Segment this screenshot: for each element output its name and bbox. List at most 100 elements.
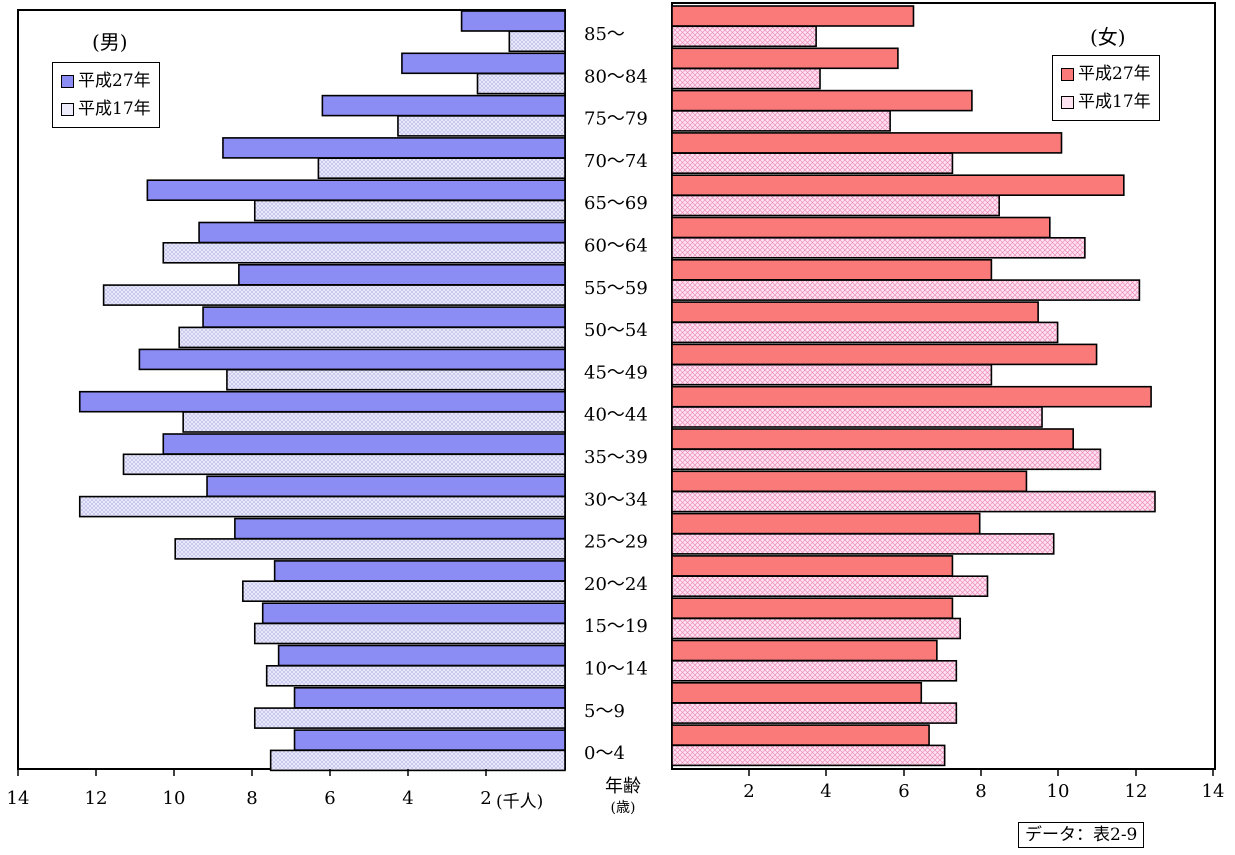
bar-female-h17 [671, 659, 958, 682]
male-x-tick-label: 14 [7, 788, 30, 809]
bar-female-h27 [671, 470, 1028, 493]
bar-male-h27 [206, 475, 566, 498]
age-group-label: 45～49 [584, 362, 648, 383]
bar-male-h27 [138, 348, 566, 371]
bar-female-h17 [671, 490, 1156, 513]
bar-female-h27 [671, 639, 938, 662]
bar-female-h17 [671, 279, 1141, 301]
female-x-tick-label: 14 [1202, 781, 1225, 802]
age-group-label: 60～64 [584, 236, 648, 257]
bar-female-h27 [671, 555, 954, 577]
age-group-labels: 85～ 80～84 75～79 70～74 65～69 60～64 55～59 50～54 45… [584, 24, 648, 764]
age-group-label: 50～54 [584, 320, 648, 341]
legend-item-male-h17: 平成17年 [61, 95, 151, 123]
bar-male-h17 [182, 411, 566, 433]
age-group-label: 85～ [584, 24, 625, 45]
bar-female-h17 [671, 744, 946, 767]
bar-male-h17 [508, 30, 566, 53]
bar-female-h27 [671, 132, 1063, 154]
age-group-label: 15～19 [584, 616, 648, 637]
age-group-label: 10～14 [584, 659, 648, 680]
age-group-label: 65～69 [584, 193, 648, 214]
bar-male-h17 [317, 157, 566, 179]
bar-male-h17 [253, 199, 566, 222]
male-x-tick-label: 6 [324, 788, 335, 809]
bar-female-h27 [671, 597, 954, 620]
legend-swatch-male-h27 [61, 74, 74, 88]
legend-label-female-h17: 平成17年 [1078, 92, 1151, 112]
bar-female-h27 [671, 724, 930, 746]
bar-female-h17 [671, 67, 821, 90]
age-group-label: 70～74 [584, 151, 648, 172]
age-axis-unit: (歳) [610, 800, 636, 816]
male-legend: 平成27年 平成17年 [52, 62, 160, 128]
female-x-axis: 2 4 6 8 10 12 14 [743, 769, 1224, 802]
bar-male-h27 [293, 729, 566, 751]
bar-male-h17 [178, 326, 566, 349]
bar-male-h17 [174, 538, 566, 560]
female-x-tick-label: 6 [898, 781, 909, 802]
bar-female-h27 [671, 681, 923, 704]
legend-item-female-h27: 平成27年 [1061, 60, 1151, 88]
bar-female-h27 [671, 512, 981, 535]
bar-male-h17 [102, 284, 566, 306]
male-x-unit: (千人) [496, 792, 544, 812]
age-axis-title: 年齢 [605, 776, 641, 797]
bar-male-h17 [253, 707, 566, 729]
bar-male-h27 [401, 52, 566, 75]
bar-female-h17 [671, 448, 1102, 471]
male-x-tick-label: 8 [246, 788, 257, 809]
bar-male-h17 [226, 368, 566, 391]
bar-female-h27 [671, 5, 915, 27]
bar-female-h17 [671, 617, 962, 640]
bar-male-h17 [397, 115, 566, 137]
bar-male-h27 [222, 137, 566, 159]
bar-male-h27 [277, 644, 566, 667]
female-x-tick-label: 2 [743, 781, 754, 802]
bar-female-h27 [671, 174, 1125, 196]
age-group-label: 0～4 [584, 743, 625, 764]
male-x-tick-label: 12 [85, 788, 108, 809]
bar-female-h27 [671, 47, 899, 70]
bar-male-h27 [238, 263, 566, 286]
age-group-label: 20～24 [584, 574, 648, 595]
bar-male-h17 [242, 580, 566, 603]
age-group-label: 35～39 [584, 447, 648, 468]
bar-male-h27 [460, 10, 566, 32]
bar-male-h27 [234, 517, 566, 540]
legend-label-male-h17: 平成17年 [78, 99, 151, 119]
bar-female-h17 [671, 110, 891, 132]
bar-male-h27 [146, 179, 566, 201]
bar-female-h17 [671, 237, 1086, 259]
bar-male-h17 [253, 622, 566, 645]
bar-female-h17 [671, 321, 1059, 344]
age-group-label: 25～29 [584, 532, 648, 553]
bar-female-h17 [671, 194, 1000, 217]
female-x-tick-label: 10 [1047, 781, 1070, 802]
bar-male-h27 [273, 560, 566, 582]
bar-female-h17 [671, 152, 954, 174]
female-x-tick-label: 4 [820, 781, 831, 802]
legend-item-female-h17: 平成17年 [1061, 88, 1151, 116]
male-x-tick-label: 10 [163, 788, 186, 809]
male-panel-title: (男) [92, 30, 128, 54]
bar-female-h27 [671, 258, 993, 281]
female-legend: 平成27年 平成17年 [1052, 55, 1160, 121]
male-x-tick-label: 2 [480, 788, 491, 809]
female-x-tick-label: 8 [975, 781, 986, 802]
bar-male-h27 [261, 602, 566, 625]
source-note: データ：表2-9 [1018, 822, 1145, 848]
bar-female-h27 [671, 343, 1098, 366]
bar-female-h17 [671, 363, 993, 386]
bar-female-h17 [671, 702, 958, 724]
bar-male-h17 [265, 664, 566, 687]
bar-female-h27 [671, 428, 1074, 450]
male-x-tick-label: 4 [402, 788, 413, 809]
bar-male-h17 [269, 749, 566, 772]
bar-male-h27 [202, 306, 566, 328]
bar-male-h27 [293, 686, 566, 709]
bar-female-h27 [671, 89, 973, 112]
female-panel-title: (女) [1090, 25, 1126, 49]
age-group-label: 55～59 [584, 278, 648, 299]
